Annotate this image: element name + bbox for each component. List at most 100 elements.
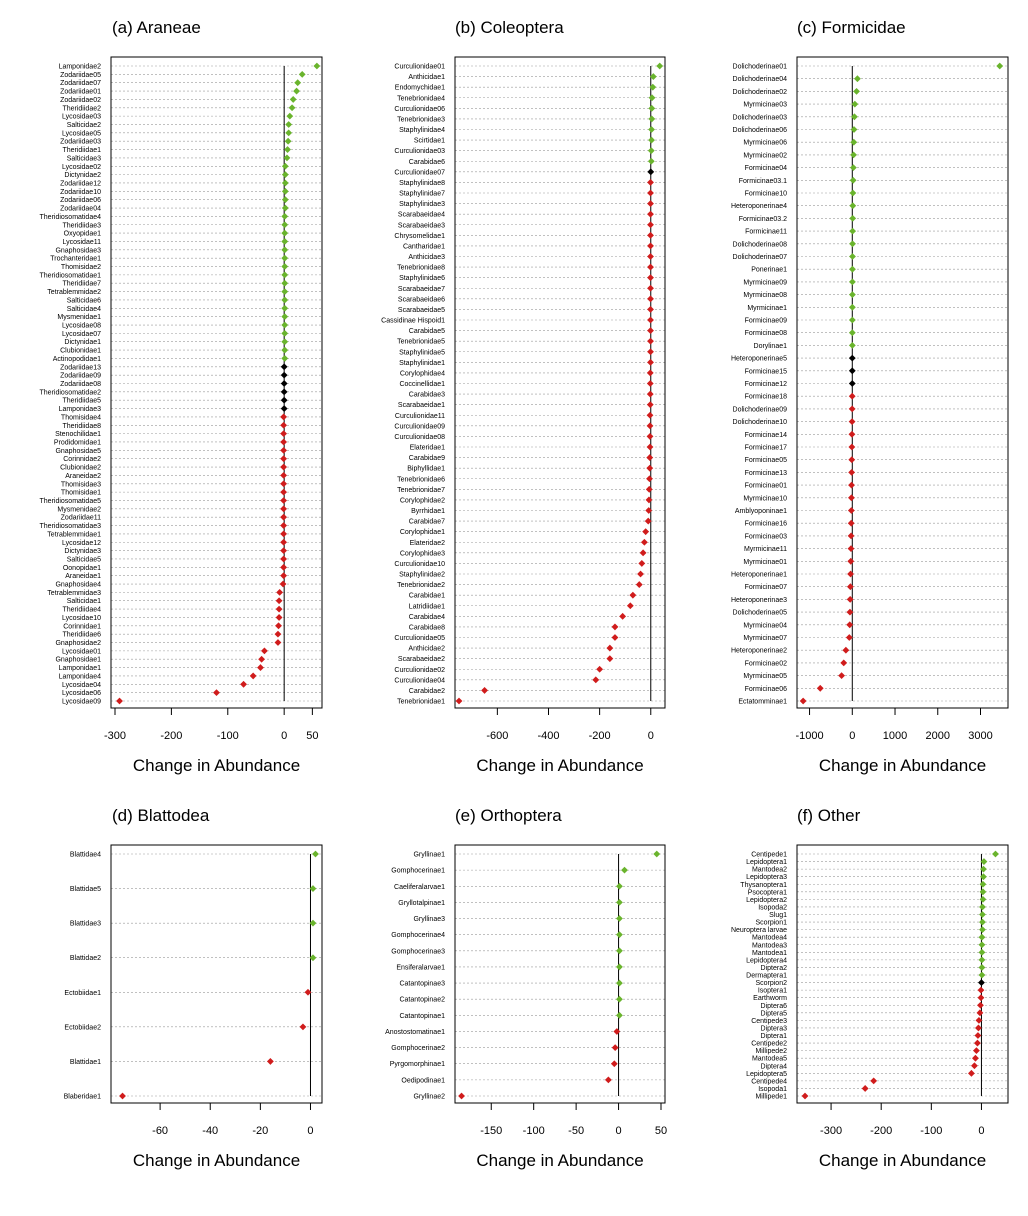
category-label: Formicinae10 <box>745 191 788 198</box>
data-point <box>848 494 855 502</box>
data-point <box>646 433 654 440</box>
data-point <box>637 570 644 578</box>
data-point <box>266 1058 274 1065</box>
category-label: Tenebrionidae8 <box>397 265 445 272</box>
category-label: Myrmicinae10 <box>743 495 787 502</box>
data-point <box>979 926 986 934</box>
data-point <box>616 931 623 939</box>
data-point <box>281 229 289 237</box>
category-label: Gomphocerinae3 <box>391 948 445 955</box>
data-point <box>848 456 856 464</box>
data-point <box>847 532 855 540</box>
data-point <box>281 296 289 304</box>
x-tick-label: -100 <box>523 1125 545 1137</box>
x-tick-label: 2000 <box>926 730 950 742</box>
category-label: Carabidae5 <box>409 328 445 335</box>
category-label: Lepidoptera5 <box>746 1071 787 1078</box>
category-label: Mysmenidae1 <box>57 314 101 321</box>
category-label: Elateridae1 <box>410 445 446 452</box>
data-point <box>639 549 647 557</box>
data-point <box>313 62 321 70</box>
plot-frame <box>454 56 666 709</box>
panel-title: (b) Coleoptera <box>455 18 564 37</box>
category-label: Earthworm <box>753 995 787 1002</box>
category-label: Corylophidae3 <box>400 550 445 557</box>
category-label: Zodariidae13 <box>60 364 101 371</box>
data-point <box>275 622 282 630</box>
category-label: Formicinae12 <box>745 381 788 388</box>
data-point <box>635 581 643 588</box>
data-point <box>974 1032 982 1039</box>
category-label: Stenochilidae1 <box>55 431 101 438</box>
data-point <box>280 522 288 529</box>
category-label: Centipede1 <box>751 852 787 859</box>
data-point <box>646 411 654 419</box>
category-label: Blattidae5 <box>70 886 101 893</box>
category-label: Formicinae18 <box>745 394 788 401</box>
data-point <box>648 126 655 133</box>
data-point <box>616 882 623 890</box>
category-label: Heteroponerinae2 <box>731 648 787 655</box>
category-label: Formicinae15 <box>745 368 788 375</box>
data-point <box>213 689 220 697</box>
data-point <box>284 146 291 153</box>
category-label: Dictynidae1 <box>64 339 101 346</box>
category-label: Carabidae9 <box>409 455 445 462</box>
data-point <box>854 75 861 83</box>
data-point <box>977 1001 984 1009</box>
category-label: Zodariidae02 <box>60 97 101 104</box>
data-point <box>978 941 986 949</box>
category-label: Theridiidae2 <box>62 105 101 112</box>
x-tick-label: 0 <box>616 1125 622 1137</box>
category-label: Anthicidae3 <box>408 254 445 261</box>
data-point <box>280 555 288 563</box>
category-label: Formicinae05 <box>745 457 788 464</box>
category-label: Scorpion1 <box>755 920 787 927</box>
data-point <box>647 348 654 356</box>
data-point <box>298 70 306 78</box>
data-point <box>616 979 623 987</box>
data-point <box>849 291 856 298</box>
data-point <box>240 680 247 688</box>
category-label: Formicinae02 <box>745 660 788 667</box>
data-point <box>647 337 654 345</box>
category-label: Theridiosomatidae4 <box>40 214 102 221</box>
category-label: Tetrablemmidae1 <box>47 531 101 538</box>
data-point <box>604 1076 612 1084</box>
category-label: Formicinae06 <box>745 686 788 693</box>
data-point <box>281 304 289 312</box>
category-label: Dolichoderinae01 <box>733 64 788 71</box>
data-point <box>849 240 856 248</box>
data-point <box>458 1092 465 1100</box>
data-point <box>848 367 856 375</box>
category-label: Scarabaeidae6 <box>398 296 445 303</box>
x-tick-label: 50 <box>655 1125 667 1137</box>
plot-frame <box>110 844 323 1104</box>
category-label: Ectatomminae1 <box>738 699 787 706</box>
data-point <box>647 168 655 176</box>
category-label: Myrmicinae02 <box>743 152 787 159</box>
category-label: Lycosidae03 <box>62 114 101 121</box>
category-label: Theridiidae8 <box>62 423 101 430</box>
category-label: Mysmenidae2 <box>57 506 101 513</box>
data-point <box>979 903 986 911</box>
data-point <box>288 104 296 112</box>
data-point <box>647 147 655 155</box>
data-point <box>648 136 655 144</box>
data-point <box>816 684 824 692</box>
category-label: Mantodea5 <box>752 1056 787 1063</box>
category-label: Staphylinidae2 <box>399 572 445 579</box>
category-label: Formicinae17 <box>745 445 788 452</box>
category-label: Lycosidae01 <box>62 648 101 655</box>
data-point <box>848 303 856 311</box>
category-label: Curculionidae11 <box>395 413 445 420</box>
data-point <box>280 455 288 463</box>
category-label: Theridiidae3 <box>62 222 101 229</box>
category-label: Carabidae8 <box>409 624 445 631</box>
data-point <box>646 380 654 387</box>
category-label: Gryllinae1 <box>413 852 445 859</box>
data-point <box>846 621 854 629</box>
data-point <box>992 850 999 858</box>
category-label: Mantodea3 <box>752 942 787 949</box>
category-label: Zodariidae05 <box>60 72 101 79</box>
